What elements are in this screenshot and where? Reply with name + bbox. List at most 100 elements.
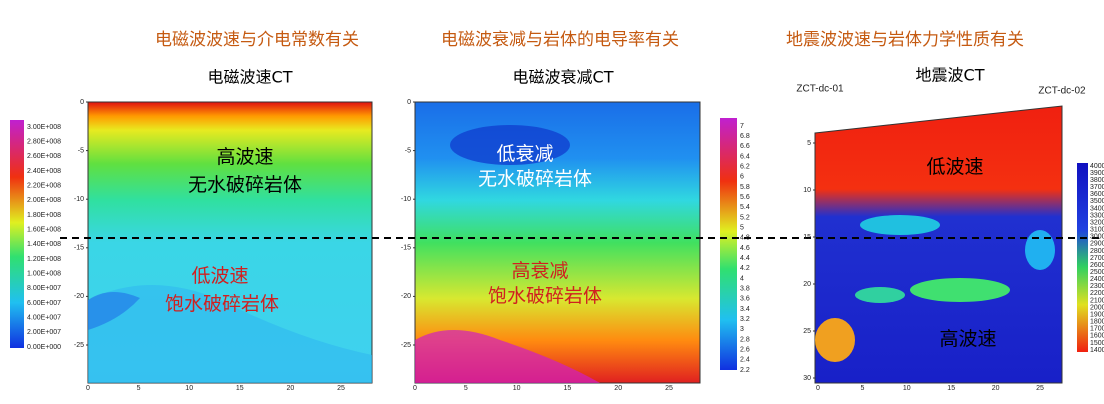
colorbar-label: 1800 bbox=[1090, 319, 1104, 326]
colorbar-label: 6.4 bbox=[740, 153, 750, 160]
colorbar-label: 0.00E+000 bbox=[27, 344, 61, 351]
x-tick-label: 25 bbox=[1036, 385, 1044, 392]
y-tick-label: 10 bbox=[803, 187, 811, 194]
colorbar bbox=[10, 120, 24, 348]
y-tick-label: -15 bbox=[401, 245, 411, 252]
colorbar-label: 3.2 bbox=[740, 316, 750, 323]
region-label: 无水破碎岩体 bbox=[478, 168, 592, 190]
x-tick-label: 25 bbox=[665, 385, 673, 392]
colorbar-label: 2.6 bbox=[740, 347, 750, 354]
velocity-region bbox=[815, 318, 855, 362]
colorbar-label: 2700 bbox=[1090, 255, 1104, 262]
panel-title: 地震波CT bbox=[916, 66, 985, 85]
y-tick-label: 15 bbox=[803, 234, 811, 241]
velocity-region bbox=[855, 287, 905, 303]
colorbar-label: 2000 bbox=[1090, 304, 1104, 311]
y-tick-label: 0 bbox=[407, 99, 411, 106]
x-tick-label: 0 bbox=[413, 385, 417, 392]
region-label: 无水破碎岩体 bbox=[188, 174, 302, 196]
x-tick-label: 15 bbox=[947, 385, 955, 392]
colorbar-label: 1.20E+008 bbox=[27, 256, 61, 263]
x-tick-label: 5 bbox=[137, 385, 141, 392]
colorbar-label: 3100 bbox=[1090, 227, 1104, 234]
velocity-region bbox=[860, 215, 940, 235]
colorbar-label: 2.60E+008 bbox=[27, 153, 61, 160]
y-tick-label: 20 bbox=[803, 281, 811, 288]
y-tick-label: 0 bbox=[80, 99, 84, 106]
colorbar-label: 2.00E+007 bbox=[27, 329, 61, 336]
colorbar-label: 3400 bbox=[1090, 205, 1104, 212]
contour-region bbox=[415, 330, 600, 383]
colorbar-label: 2.20E+008 bbox=[27, 183, 61, 190]
colorbar-label: 5.6 bbox=[740, 194, 750, 201]
y-tick-label: -20 bbox=[74, 293, 84, 300]
contour-region bbox=[88, 291, 140, 330]
colorbar-label: 6.2 bbox=[740, 164, 750, 171]
well-label: ZCT-dc-01 bbox=[796, 84, 844, 95]
colorbar-label: 1600 bbox=[1090, 333, 1104, 340]
colorbar-label: 1.00E+008 bbox=[27, 271, 61, 278]
colorbar-label: 2800 bbox=[1090, 248, 1104, 255]
colorbar-label: 3300 bbox=[1090, 212, 1104, 219]
colorbar-label: 4.00E+007 bbox=[27, 315, 61, 322]
y-tick-label: -10 bbox=[74, 196, 84, 203]
colorbar-label: 2900 bbox=[1090, 241, 1104, 248]
colorbar-label: 3000 bbox=[1090, 234, 1104, 241]
region-label: 饱水破碎岩体 bbox=[165, 293, 279, 315]
colorbar-label: 2200 bbox=[1090, 290, 1104, 297]
x-tick-label: 5 bbox=[860, 385, 864, 392]
heading: 电磁波波速与介电常数有关 bbox=[155, 30, 359, 50]
colorbar-label: 2.00E+008 bbox=[27, 197, 61, 204]
region-label: 低衰减 bbox=[496, 143, 553, 165]
colorbar-label: 4.6 bbox=[740, 245, 750, 252]
y-tick-label: -5 bbox=[405, 147, 411, 154]
colorbar-label: 5 bbox=[740, 225, 744, 232]
heading: 电磁波衰减与岩体的电导率有关 bbox=[441, 30, 679, 50]
x-tick-label: 15 bbox=[564, 385, 572, 392]
colorbar-label: 6.8 bbox=[740, 133, 750, 140]
panel-title: 电磁波速CT bbox=[208, 68, 293, 87]
region-label: 饱水破碎岩体 bbox=[488, 285, 602, 307]
colorbar-label: 3.8 bbox=[740, 286, 750, 293]
velocity-region bbox=[1025, 230, 1055, 270]
colorbar-label: 4 bbox=[740, 275, 744, 282]
well-label: ZCT-dc-02 bbox=[1038, 86, 1086, 97]
region-label: 高波速 bbox=[939, 328, 996, 350]
region-label: 高波速 bbox=[216, 146, 273, 168]
x-tick-label: 10 bbox=[185, 385, 193, 392]
colorbar-label: 1400 bbox=[1090, 347, 1104, 354]
colorbar-label: 5.4 bbox=[740, 204, 750, 211]
x-tick-label: 0 bbox=[816, 385, 820, 392]
colorbar-label: 2600 bbox=[1090, 262, 1104, 269]
colorbar-label: 3.6 bbox=[740, 296, 750, 303]
x-tick-label: 15 bbox=[236, 385, 244, 392]
y-tick-label: -10 bbox=[401, 196, 411, 203]
y-tick-label: -5 bbox=[78, 147, 84, 154]
panel-title: 电磁波衰减CT bbox=[513, 68, 614, 87]
colorbar-label: 2100 bbox=[1090, 297, 1104, 304]
colorbar-label: 3.4 bbox=[740, 306, 750, 313]
region-label: 低波速 bbox=[191, 265, 248, 287]
x-tick-label: 10 bbox=[903, 385, 911, 392]
x-tick-label: 0 bbox=[86, 385, 90, 392]
y-tick-label: 25 bbox=[803, 328, 811, 335]
colorbar bbox=[1077, 163, 1088, 352]
colorbar-label: 6.00E+007 bbox=[27, 300, 61, 307]
region-label: 高衰减 bbox=[511, 260, 568, 282]
colorbar-label: 6.6 bbox=[740, 143, 750, 150]
colorbar-label: 3800 bbox=[1090, 177, 1104, 184]
colorbar-label: 5.8 bbox=[740, 184, 750, 191]
colorbar-label: 2.4 bbox=[740, 357, 750, 364]
x-tick-label: 20 bbox=[992, 385, 1000, 392]
colorbar-label: 1.60E+008 bbox=[27, 227, 61, 234]
colorbar-label: 3 bbox=[740, 326, 744, 333]
region-label: 低波速 bbox=[926, 156, 983, 178]
heading: 地震波波速与岩体力学性质有关 bbox=[786, 30, 1024, 50]
colorbar-label: 1900 bbox=[1090, 311, 1104, 318]
y-tick-label: -15 bbox=[74, 245, 84, 252]
colorbar-label: 4.2 bbox=[740, 265, 750, 272]
colorbar bbox=[720, 118, 737, 370]
x-tick-label: 20 bbox=[287, 385, 295, 392]
colorbar-label: 4000 bbox=[1090, 163, 1104, 170]
